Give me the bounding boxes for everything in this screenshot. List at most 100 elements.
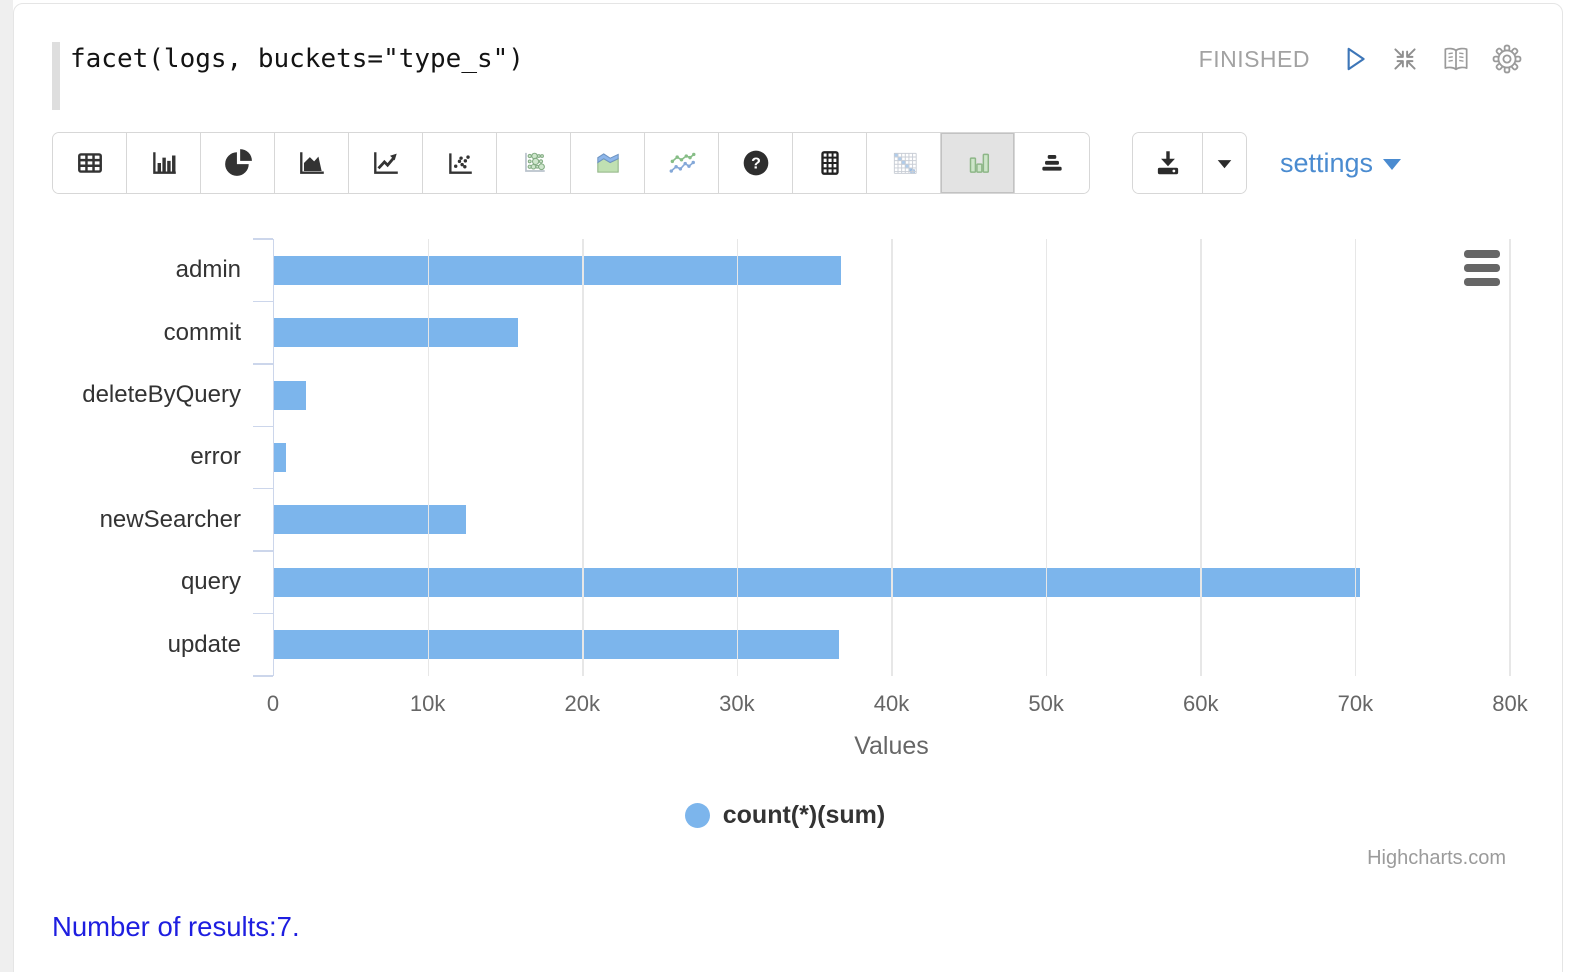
line-chart-icon [371, 148, 401, 178]
bar-error[interactable] [274, 442, 286, 472]
chart-type-bubble-chart-button[interactable] [497, 133, 571, 193]
gridline [736, 239, 739, 676]
legend-marker-icon [684, 803, 710, 828]
display-toolbar: ? settings [52, 132, 1402, 194]
caret-down-icon [1215, 154, 1234, 173]
category-axis-tick [252, 363, 273, 365]
gear-button[interactable] [1490, 42, 1524, 76]
category-label: newSearcher [99, 505, 241, 533]
run-icon [1338, 43, 1370, 75]
settings-caret-icon [1383, 159, 1402, 170]
bar-admin[interactable] [274, 255, 841, 285]
stacked-area-chart-icon [593, 148, 623, 178]
open-book-icon [1440, 43, 1472, 75]
chart-type-matrix-button[interactable] [793, 133, 867, 193]
value-axis-tick-label: 10k [409, 691, 446, 716]
gridline [1354, 239, 1357, 676]
chart-type-heatmap-button[interactable] [867, 133, 941, 193]
svg-text:?: ? [751, 155, 761, 173]
value-axis-tick-label: 60k [1183, 691, 1219, 716]
status-badge: FINISHED [1198, 45, 1310, 72]
settings-label: settings [1280, 147, 1374, 178]
page-left-strip [0, 0, 13, 972]
value-axis-tick-label: 80k [1492, 691, 1528, 716]
matrix-icon [815, 148, 845, 178]
download-options-button[interactable] [1203, 133, 1246, 193]
gridline [582, 239, 584, 676]
gridline [1045, 239, 1048, 676]
results-count-text: Number of results:7. [52, 911, 300, 942]
bubble-chart-icon [519, 148, 549, 178]
open-book-button[interactable] [1439, 42, 1473, 76]
run-button[interactable] [1337, 42, 1371, 76]
value-axis-tick-label: 70k [1337, 691, 1374, 716]
category-label: commit [163, 318, 241, 346]
chart-type-pie-chart-button[interactable] [201, 133, 275, 193]
table-icon [75, 148, 105, 178]
highcharts-credits[interactable]: Highcharts.com [1367, 847, 1506, 869]
collapse-icon [1389, 43, 1421, 75]
category-axis-tick [252, 238, 273, 240]
category-axis-tick [252, 425, 273, 428]
category-label: update [167, 630, 241, 658]
category-label: deleteByQuery [82, 381, 241, 409]
chart-type-area-chart-button[interactable] [275, 133, 349, 193]
chart-type-line-chart-button[interactable] [349, 133, 423, 193]
gridline [427, 239, 430, 676]
paragraph-controls: FINISHED [1199, 42, 1524, 76]
bar-chart-plot-area [252, 238, 1511, 677]
hamburger-icon [1464, 250, 1500, 258]
chart-type-bar-chart-button[interactable] [127, 133, 201, 193]
value-axis-labels: 0 10k 20k 30k 40k 50k 60k 70k 80k [267, 691, 1528, 719]
legend-item[interactable]: count(*)(sum) [0, 801, 1570, 830]
bar-chart-icon [149, 148, 179, 178]
bar-newSearcher[interactable] [274, 505, 466, 535]
category-label: query [180, 568, 241, 596]
settings-link[interactable]: settings [1280, 132, 1402, 194]
pie-chart-icon [223, 148, 253, 178]
code-editor[interactable]: facet(logs, buckets="type_s") [70, 44, 524, 74]
collapse-button[interactable] [1388, 42, 1422, 76]
category-label: admin [175, 256, 241, 284]
value-axis-tick-label: 0 [266, 691, 280, 716]
value-axis-title: Values [854, 732, 929, 760]
chart-type-column-chart-button[interactable] [941, 133, 1015, 193]
multi-line-chart-icon [667, 148, 697, 178]
heatmap-icon [889, 148, 919, 178]
bar-query[interactable] [274, 567, 1361, 597]
align-bars-icon [1037, 148, 1067, 178]
download-icon [1152, 147, 1184, 179]
chart-type-table-button[interactable] [53, 133, 127, 193]
category-axis-tick [252, 612, 273, 615]
bar-update[interactable] [274, 630, 840, 660]
paragraph-control-buttons [1337, 42, 1524, 76]
chart-type-scatter-chart-button[interactable] [423, 133, 497, 193]
chart-type-stacked-area-chart-button[interactable] [571, 133, 645, 193]
chart-context-menu-button[interactable] [1464, 250, 1500, 286]
gridline [1509, 239, 1511, 676]
value-axis-tick-label: 30k [719, 691, 755, 716]
gear-icon [1491, 43, 1523, 75]
chart-type-align-bars-button[interactable] [1015, 133, 1089, 193]
scatter-chart-icon [445, 148, 475, 178]
chart-type-multi-line-chart-button[interactable] [645, 133, 719, 193]
value-axis-tick-label: 50k [1028, 691, 1064, 716]
column-chart-icon [963, 148, 993, 178]
download-button[interactable] [1133, 133, 1203, 193]
chart-type-button-group: ? [52, 132, 1090, 194]
help-icon: ? [741, 148, 771, 178]
editor-gutter-bar [52, 42, 60, 110]
area-chart-icon [297, 148, 327, 178]
category-axis-tick [252, 675, 273, 677]
bar-deleteByQuery[interactable] [274, 380, 307, 410]
category-axis-tick [252, 487, 273, 490]
category-axis-tick [252, 300, 273, 303]
legend-label: count(*)(sum) [722, 801, 886, 829]
gridline [1200, 239, 1202, 676]
value-axis-tick-label: 20k [564, 691, 600, 716]
gridline [891, 239, 893, 676]
chart-type-help-button[interactable]: ? [719, 133, 793, 193]
category-axis-tick [252, 550, 273, 552]
bar-commit[interactable] [274, 318, 519, 348]
